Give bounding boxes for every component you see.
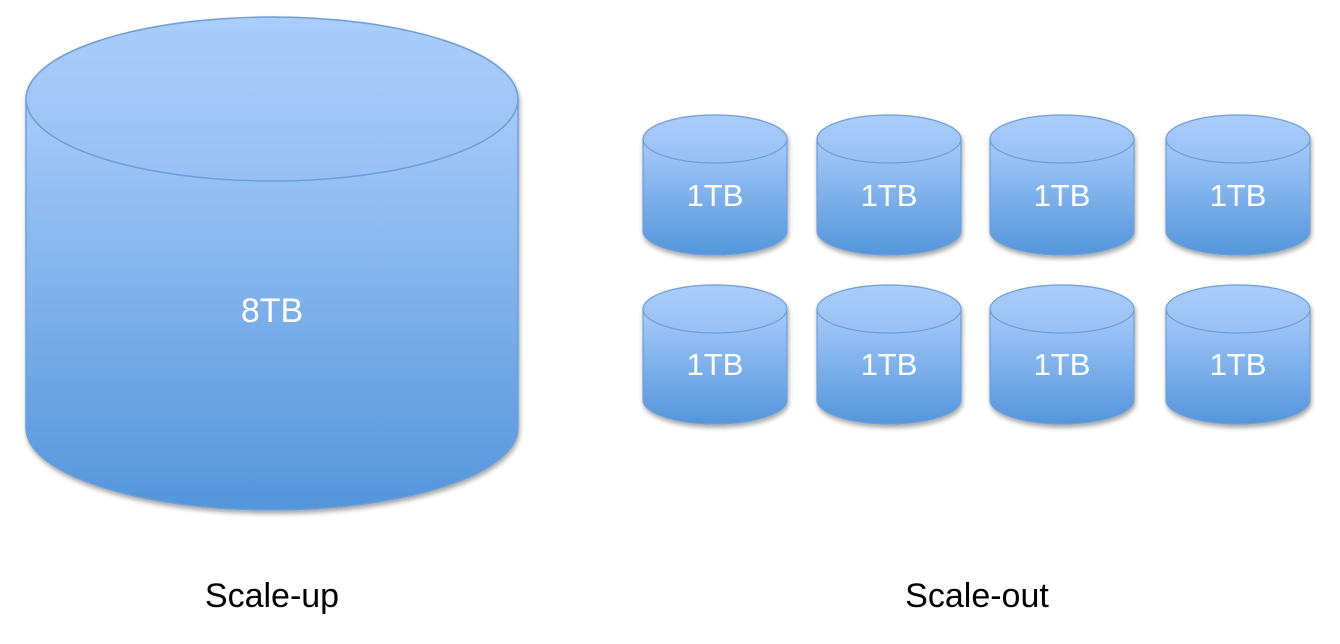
scale-up-disk-top [25, 16, 519, 182]
scale-out-disk-label: 1TB [861, 347, 918, 382]
scale-out-disk-label: 1TB [1210, 347, 1267, 382]
scale-up-disk-body [25, 98, 519, 511]
scale-out-caption: Scale-out [905, 577, 1049, 615]
scale-out-disk-label: 1TB [1034, 178, 1091, 213]
scale-out-disk [1165, 284, 1311, 425]
scale-up-disk-label: 8TB [241, 292, 303, 330]
scale-out-disk [816, 284, 962, 425]
scale-out-disk-label: 1TB [687, 347, 744, 382]
scale-out-disk [989, 114, 1135, 256]
scale-out-disk-label: 1TB [687, 178, 744, 213]
scale-out-disk [989, 284, 1135, 425]
scale-out-disk-label: 1TB [1210, 178, 1267, 213]
scale-out-disk-label: 1TB [1034, 347, 1091, 382]
scale-out-disk [642, 114, 788, 256]
scale-out-disk [1165, 114, 1311, 256]
scale-out-disk-label: 1TB [861, 178, 918, 213]
scale-out-disk [816, 114, 962, 256]
scale-up-disk [25, 16, 519, 511]
scale-out-disk [642, 284, 788, 425]
scale-up-caption: Scale-up [205, 577, 339, 615]
